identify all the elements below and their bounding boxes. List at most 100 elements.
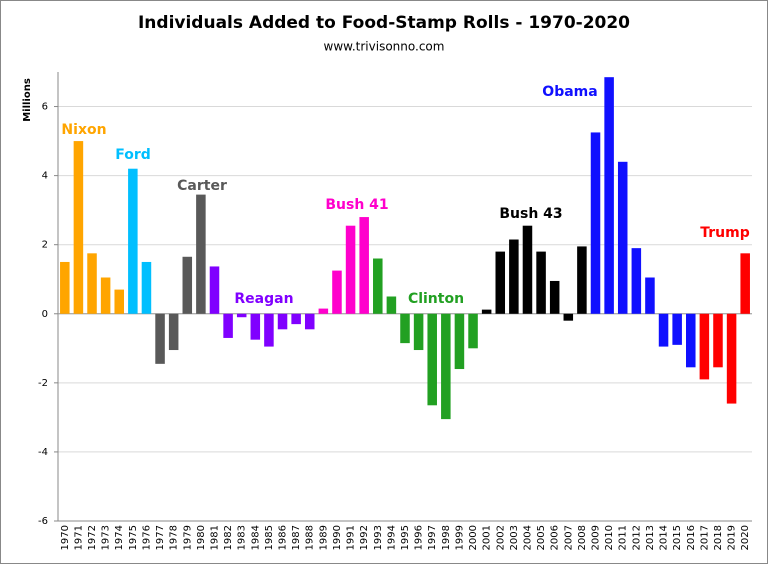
president-label: Ford: [115, 147, 151, 163]
bar: [373, 258, 383, 314]
x-tick-label: 1973: [101, 525, 112, 550]
bar: [645, 277, 655, 314]
y-axis-label: Millions: [22, 78, 33, 122]
bar: [264, 313, 274, 347]
bar: [100, 277, 111, 314]
x-tick-label: 1970: [60, 525, 71, 550]
bar: [60, 261, 70, 314]
bar: [590, 132, 601, 314]
y-tick-label: 2: [42, 240, 48, 251]
x-tick-label: 2010: [604, 525, 615, 550]
bar: [617, 161, 628, 314]
bar: [454, 313, 465, 370]
x-tick-label: 1998: [441, 525, 452, 550]
bar: [481, 309, 492, 314]
x-tick-label: 1990: [332, 525, 343, 550]
bar: [699, 313, 710, 380]
x-tick-label: 2000: [468, 525, 479, 550]
bar: [250, 313, 261, 340]
x-tick-label: 1974: [114, 525, 125, 550]
bar: [740, 253, 750, 314]
bar: [87, 253, 97, 314]
bar: [658, 313, 669, 347]
x-tick-label: 1979: [182, 525, 193, 550]
x-tick-label: 2012: [631, 525, 642, 550]
x-tick-label: 2009: [591, 525, 602, 550]
bar: [563, 313, 574, 321]
x-tick-label: 2014: [659, 525, 670, 550]
bar: [114, 289, 124, 314]
x-tick-label: 1991: [346, 525, 357, 550]
president-label: Nixon: [61, 122, 106, 138]
x-tick-label: 2008: [577, 525, 588, 550]
president-label: Obama: [542, 84, 597, 100]
bar: [209, 266, 220, 314]
x-tick-label: 1978: [169, 525, 180, 550]
x-tick-label: 1988: [305, 525, 316, 550]
y-tick-label: 6: [42, 102, 48, 113]
x-tick-label: 2019: [727, 525, 738, 550]
bar: [141, 261, 152, 314]
x-tick-label: 1975: [128, 525, 139, 550]
bar: [73, 141, 84, 314]
bar: [522, 225, 533, 314]
x-tick-label: 1994: [386, 525, 397, 550]
bar: [509, 239, 519, 314]
president-label: Bush 43: [499, 206, 562, 222]
president-label: Clinton: [408, 291, 464, 307]
x-tick-label: 1985: [264, 525, 275, 550]
x-tick-label: 1999: [454, 525, 465, 550]
bar: [332, 270, 342, 314]
x-tick-label: 1993: [373, 525, 384, 550]
x-tick-label: 1992: [359, 525, 370, 550]
bar: [386, 296, 397, 314]
bar: [291, 313, 301, 325]
x-tick-label: 1986: [278, 525, 289, 550]
bar: [182, 256, 193, 314]
x-tick-label: 2006: [550, 525, 561, 550]
bar: [672, 313, 682, 345]
x-tick-label: 2020: [740, 525, 751, 550]
bar: [495, 251, 506, 314]
bar: [277, 313, 288, 330]
x-tick-label: 2002: [495, 525, 506, 550]
x-tick-label: 2011: [618, 525, 629, 550]
bar: [236, 313, 247, 318]
bar: [604, 77, 614, 314]
bar: [631, 248, 642, 314]
bar: [536, 251, 546, 314]
x-tick-label: 2016: [686, 525, 697, 550]
bar: [577, 246, 587, 314]
x-tick-label: 2005: [536, 525, 547, 550]
bar: [196, 194, 206, 314]
president-label: Bush 41: [325, 197, 388, 213]
x-tick-label: 1980: [196, 525, 207, 550]
x-tick-label: 1981: [209, 525, 220, 550]
x-tick-label: 1989: [318, 525, 329, 550]
bar: [468, 313, 478, 349]
x-tick-label: 1997: [427, 525, 438, 550]
bar: [400, 313, 410, 344]
x-tick-label: 2015: [672, 525, 683, 550]
bar: [155, 313, 165, 364]
x-tick-label: 1982: [223, 525, 234, 550]
x-tick-label: 1983: [237, 525, 248, 550]
x-tick-label: 1995: [400, 525, 411, 550]
bar: [549, 280, 560, 314]
chart-subtitle: www.trivisonno.com: [324, 40, 445, 54]
x-tick-label: 1996: [414, 525, 425, 550]
x-tick-label: 1972: [87, 525, 98, 550]
president-label: Carter: [177, 178, 227, 194]
bar: [713, 313, 723, 368]
y-tick-label: 0: [42, 309, 48, 320]
y-tick-label: -4: [38, 447, 48, 458]
x-tick-label: 2007: [563, 525, 574, 550]
x-tick-label: 2017: [699, 525, 710, 550]
y-tick-label: -2: [38, 378, 48, 389]
bar: [413, 313, 424, 351]
bar: [686, 313, 696, 368]
x-tick-label: 2001: [482, 525, 493, 550]
president-label: Trump: [700, 225, 750, 241]
bar: [726, 313, 737, 404]
